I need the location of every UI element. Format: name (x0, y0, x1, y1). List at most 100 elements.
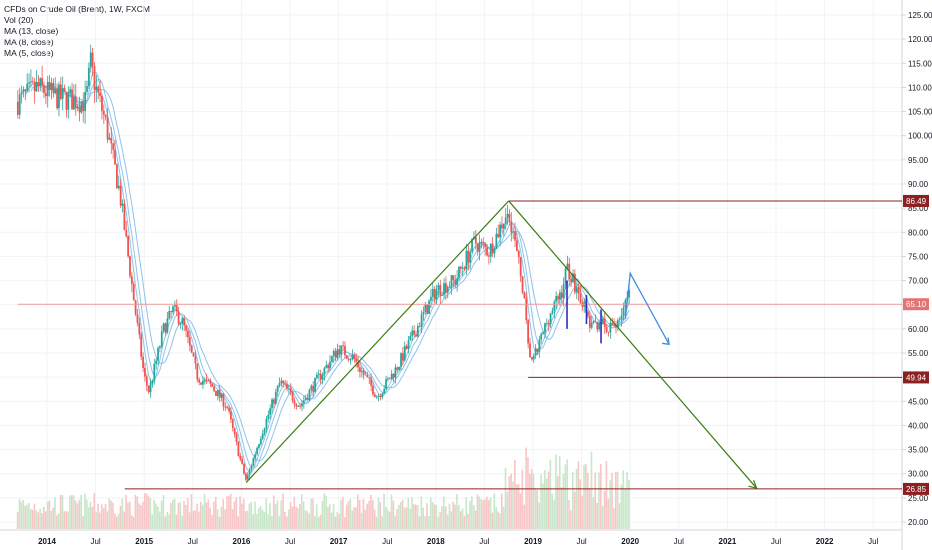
volume-bar (491, 512, 494, 529)
candle (69, 86, 72, 98)
candle-body (69, 89, 72, 93)
candle-body (345, 355, 348, 359)
volume-bar (203, 493, 206, 529)
candle (577, 283, 580, 302)
candle-body (256, 447, 259, 455)
candle-body (368, 377, 371, 379)
candle-body (359, 367, 361, 372)
candle-body (200, 382, 202, 385)
candle (499, 221, 502, 247)
candle (278, 377, 281, 388)
candle-body (615, 325, 617, 328)
candle-body (259, 438, 262, 445)
candle (353, 352, 356, 363)
candle (392, 373, 395, 383)
volume-bar (375, 516, 378, 529)
volume-bar (35, 510, 38, 529)
candle-body (211, 383, 214, 387)
x-tick-label: Jul (771, 537, 781, 546)
candle (302, 395, 305, 409)
candle (459, 265, 462, 274)
volume-bar (444, 506, 447, 529)
candle-body (430, 296, 432, 301)
candle (104, 114, 107, 121)
candle (596, 321, 599, 333)
volume-bar (611, 472, 613, 529)
candle-body (424, 304, 427, 313)
candle (216, 389, 219, 401)
volume-bar (499, 513, 501, 529)
candle-body (209, 380, 212, 384)
candle (162, 322, 165, 334)
candle-body (196, 363, 199, 380)
candle-body (370, 378, 373, 386)
candle-body (474, 236, 477, 244)
candle (332, 348, 335, 363)
candle-body (61, 88, 64, 99)
candle (198, 377, 201, 386)
volume-bar (454, 504, 456, 529)
candle-body (157, 348, 159, 361)
candle (592, 319, 595, 325)
candle (244, 472, 247, 482)
volume-bar (61, 495, 64, 529)
candle-body (405, 346, 408, 349)
candle (187, 327, 189, 344)
candle (570, 273, 573, 288)
volume-bar (439, 512, 441, 529)
candle-body (50, 82, 53, 91)
candle (250, 463, 253, 472)
candle-body (173, 304, 176, 307)
candle-body (35, 81, 38, 92)
candle-body (74, 96, 77, 109)
candle-body (338, 349, 341, 355)
y-tick-label: 35.00 (908, 446, 929, 455)
volume-bar (411, 497, 413, 529)
candle-body (402, 353, 404, 361)
volume-bar (401, 499, 404, 529)
volume-bar (400, 501, 402, 529)
candle (33, 77, 36, 104)
volume-bar (394, 515, 397, 529)
price-tag-bg (903, 482, 929, 495)
candle-body (476, 243, 479, 252)
candle (243, 462, 245, 476)
volume-bar (74, 500, 77, 529)
volume-bar (418, 516, 421, 529)
candle-body (334, 350, 337, 358)
candle (147, 385, 150, 395)
candle (213, 384, 216, 393)
volume-bar (306, 511, 309, 529)
candle-body (243, 463, 245, 474)
candle-body (362, 370, 365, 375)
candle (444, 276, 447, 301)
volume-bar (603, 490, 606, 529)
volume-bar (628, 480, 630, 529)
candle-body (480, 241, 483, 243)
candle-body (188, 337, 191, 346)
volume-bar (50, 510, 53, 529)
candle (112, 143, 115, 159)
candle (532, 353, 535, 363)
candle-body (461, 267, 464, 269)
candle-body (609, 323, 612, 333)
candle (84, 80, 87, 124)
volume-bar (198, 511, 200, 529)
volume-bar (338, 513, 340, 529)
volume-bar (241, 503, 243, 529)
candle (46, 75, 49, 108)
candle (87, 62, 90, 90)
candle-body (108, 137, 111, 140)
candle (605, 324, 608, 334)
y-tick-label: 70.00 (908, 277, 929, 286)
candle (368, 377, 371, 384)
candle-body (316, 374, 318, 378)
volume-bar (514, 459, 516, 529)
volume-bar (304, 510, 307, 529)
candle (18, 87, 21, 120)
x-tick-label: 2020 (621, 537, 639, 546)
candle-body (510, 221, 513, 233)
candle (89, 44, 92, 73)
price-tag-label: 49.94 (906, 373, 927, 382)
